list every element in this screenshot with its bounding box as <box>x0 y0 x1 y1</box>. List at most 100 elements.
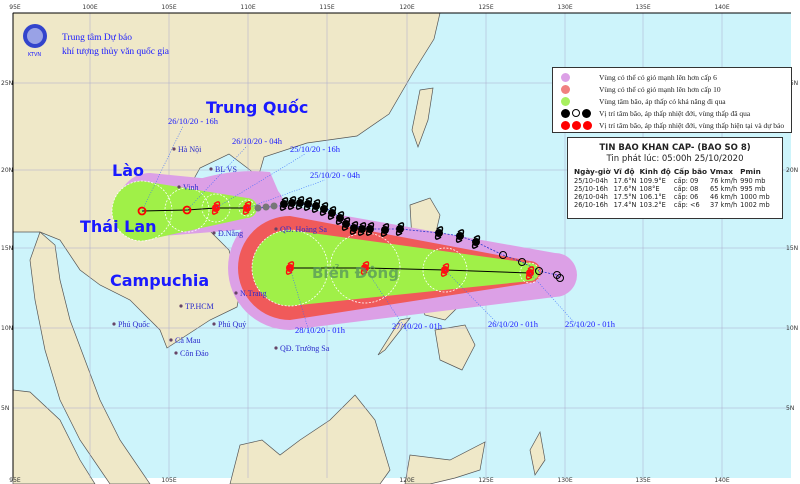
forecast-time-label: 26/10/20 - 16h <box>168 116 219 126</box>
table-cell: 103.2°E <box>639 201 666 209</box>
city-marker <box>112 322 116 326</box>
lon-label-top: 110E <box>240 4 255 11</box>
storm-icon-past <box>279 197 289 211</box>
column-header: Ngày-giờ <box>574 167 611 176</box>
lat-label-right: 10N <box>786 325 798 332</box>
legend-label: Vị trí tâm bão, áp thấp nhiệt đới, vùng … <box>599 120 785 130</box>
uncertainty-circle <box>164 187 210 233</box>
forecast-time-label: 25/10/20 - 04h <box>310 170 361 180</box>
past-storm-icon-gray <box>262 203 270 211</box>
city-marker <box>212 231 216 235</box>
lon-label-bottom: 130E <box>557 477 572 484</box>
table-cell: 25/10-04h <box>574 177 608 185</box>
table-cell: 17.6°N <box>613 185 637 193</box>
lat-label-right: 5N <box>786 405 794 412</box>
country-label: Thái Lan <box>80 217 157 236</box>
past-storm-icon-gray <box>270 202 278 210</box>
table-cell: 17.5°N <box>613 193 637 201</box>
table-cell: 17.4°N <box>613 201 637 209</box>
storm-icon-past <box>434 226 444 240</box>
lon-label-top: 125E <box>478 4 493 11</box>
legend-label: Vùng tâm bão, áp thấp có khả năng đi qua <box>599 96 726 106</box>
city-label: Đ.Nẵng <box>218 229 243 238</box>
forecast-cones <box>111 171 577 330</box>
column-header: Kinh độ <box>639 167 671 176</box>
legend: Vùng có thể có gió mạnh lên hơn cấp 6 Vù… <box>552 67 792 133</box>
organization-name: Trung tâm Dự báo khí tượng thủy văn quốc… <box>62 31 169 59</box>
city-marker <box>174 351 178 355</box>
column-header: Vmax <box>710 167 733 176</box>
storm-icon-past <box>335 211 345 225</box>
center-zone-east <box>252 230 539 306</box>
taiwan <box>411 87 434 149</box>
storm-icon-past <box>395 222 405 236</box>
halmahera <box>529 430 546 476</box>
lat-label-right: 20N <box>786 167 798 174</box>
low-icon-forecast <box>182 205 192 215</box>
storm-icon-past <box>471 235 481 249</box>
city-label: N.Trang <box>240 289 267 298</box>
table-cell: cấp: 08 <box>673 185 699 193</box>
depression-icon-past <box>556 274 564 282</box>
legend-item-wind10: Vùng có thể có gió mạnh lên hơn cấp 10 <box>561 83 721 95</box>
city-label: Hà Nội <box>178 145 202 154</box>
city-label: BL VS <box>215 165 237 174</box>
depression-icon-past <box>499 251 507 259</box>
table-cell: 25/10-16h <box>574 185 608 193</box>
table-cell: 26/10-04h <box>574 193 608 201</box>
bulletin-title: TIN BAO KHAN CAP- (BAO SO 8) <box>599 143 751 153</box>
past-low-icon <box>582 108 591 118</box>
city-label: Phú Quý <box>218 320 246 329</box>
bulletin-issued: Tin phát lúc: 05:00h 25/10/2020 <box>606 154 744 164</box>
table-cell: 990 mb <box>740 177 766 185</box>
sea-label: Biển Đông <box>312 263 399 282</box>
table-cell: 995 mb <box>740 185 766 193</box>
city-marker <box>172 147 176 151</box>
table-cell: 108°E <box>639 185 660 193</box>
forecast-time-label: 25/10/20 - 16h <box>290 144 341 154</box>
storm-icon-past <box>311 199 321 213</box>
column-header: Pmin <box>740 167 761 176</box>
legend-label: Vùng có thể có gió mạnh lên hơn cấp 10 <box>599 84 721 94</box>
green-zone-icon <box>561 96 570 106</box>
forecast-track-east <box>290 267 531 274</box>
current-depression-icon <box>572 120 581 130</box>
city-label: Cà Mau <box>175 336 201 345</box>
lat-label-left: 25N <box>1 80 13 87</box>
table-cell: 37 km/h <box>710 201 738 209</box>
city-marker <box>177 185 181 189</box>
table-row: 26/10-04h 17.5°N 106.1°E cấp: 06 46 km/h 1000… <box>574 193 773 201</box>
lat-label-right: 15N <box>786 245 798 252</box>
logo-text: KTVN <box>28 52 41 58</box>
storm-icon-past <box>319 202 329 216</box>
lat-label-left: 10N <box>1 325 13 332</box>
red-zone-icon <box>561 84 570 94</box>
legend-item-current: Vị trí tâm bão, áp thấp nhiệt đới, vùng … <box>561 119 784 131</box>
forecast-track-west <box>141 207 247 212</box>
palawan <box>377 317 411 356</box>
table-cell: cấp: 06 <box>673 193 699 201</box>
storm-icon-past <box>365 222 375 236</box>
legend-item-center: Vùng tâm bão, áp thấp có khả năng đi qua <box>561 95 726 107</box>
table-cell: 106.1°E <box>639 193 666 201</box>
lon-label-top: 120E <box>399 4 414 11</box>
storm-icon-past <box>327 206 337 220</box>
low-icon-forecast <box>137 206 147 216</box>
uncertainty-circle <box>422 247 468 293</box>
storm-icon-past <box>341 217 351 231</box>
label-leaders <box>141 125 581 336</box>
table-cell: 26/10-16h <box>574 201 608 209</box>
table-cell: 1002 mb <box>740 201 770 209</box>
past-storm-icon <box>561 108 570 118</box>
table-cell: cấp: <6 <box>673 201 700 209</box>
purple-zone-icon <box>561 72 570 82</box>
malay-peninsula <box>29 231 151 484</box>
storm-icon-past <box>295 196 305 210</box>
sumatra <box>12 389 96 484</box>
lon-label-bottom: 135E <box>635 477 650 484</box>
table-cell: 46 km/h <box>710 193 738 201</box>
city-label: Phú Quốc <box>118 320 150 329</box>
city-label: QĐ. Hoàng Sa <box>280 225 327 234</box>
city-marker <box>169 338 173 342</box>
city-marker <box>274 227 278 231</box>
